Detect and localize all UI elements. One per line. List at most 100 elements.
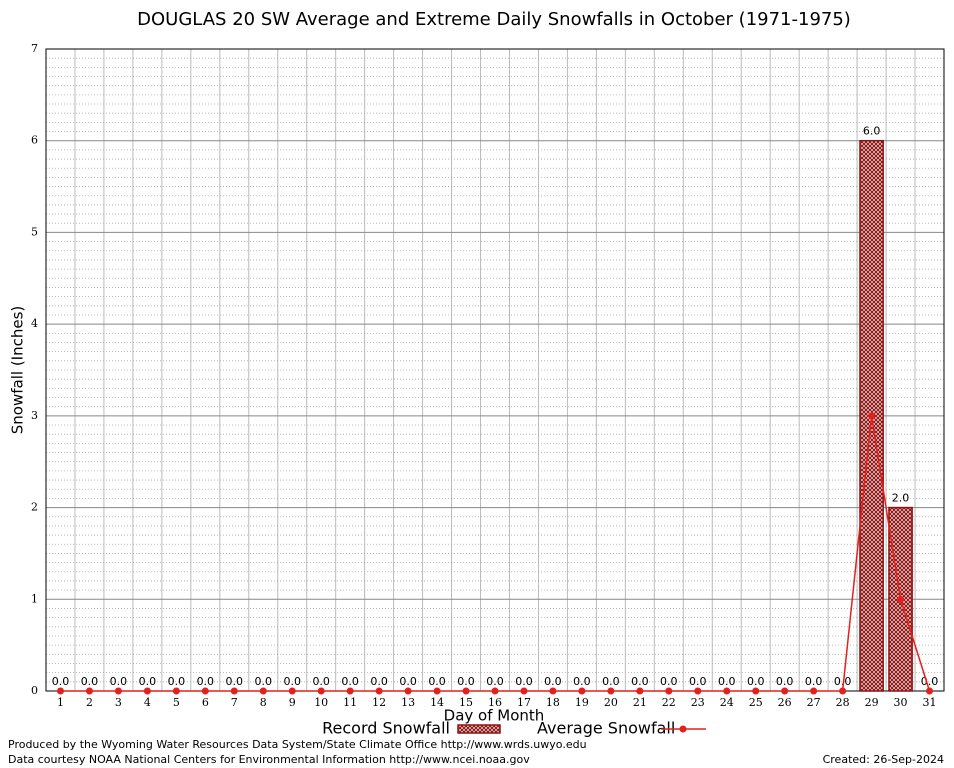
data-label: 0.0	[660, 675, 678, 688]
line-marker	[520, 687, 528, 695]
line-marker	[607, 687, 615, 695]
x-tick-label: 3	[115, 696, 122, 709]
data-label: 0.0	[573, 675, 591, 688]
line-marker	[810, 687, 818, 695]
legend-label: Average Snowfall	[537, 719, 675, 738]
data-label: 0.0	[255, 675, 273, 688]
x-tick-label: 14	[430, 696, 444, 709]
x-tick-label: 2	[86, 696, 93, 709]
line-marker	[114, 687, 122, 695]
y-tick-label: 4	[31, 317, 38, 330]
line-marker	[143, 687, 151, 695]
data-label: 0.0	[834, 675, 852, 688]
y-tick-label: 0	[31, 684, 38, 697]
data-label: 0.0	[81, 675, 99, 688]
data-label: 2.0	[892, 492, 910, 505]
legend-label: Record Snowfall	[322, 719, 450, 738]
created-date: Created: 26-Sep-2024	[823, 753, 944, 766]
data-label: 0.0	[805, 675, 823, 688]
line-marker	[839, 687, 847, 695]
data-label: 0.0	[428, 675, 446, 688]
data-label: 0.0	[457, 675, 475, 688]
data-label: 0.0	[283, 675, 301, 688]
x-tick-label: 5	[173, 696, 180, 709]
data-label: 0.0	[486, 675, 504, 688]
line-marker	[868, 412, 876, 420]
line-marker	[85, 687, 93, 695]
line-marker	[491, 687, 499, 695]
line-marker	[56, 687, 64, 695]
data-label: 0.0	[370, 675, 388, 688]
y-axis-title: Snowfall (Inches)	[9, 306, 27, 434]
data-label: 0.0	[921, 675, 939, 688]
x-tick-label: 8	[260, 696, 267, 709]
data-label: 0.0	[399, 675, 417, 688]
data-label: 0.0	[776, 675, 794, 688]
x-tick-label: 15	[459, 696, 473, 709]
data-label: 0.0	[312, 675, 330, 688]
data-label: 6.0	[863, 125, 881, 138]
x-tick-label: 7	[231, 696, 238, 709]
x-tick-label: 30	[894, 696, 908, 709]
line-marker	[578, 687, 586, 695]
x-tick-label: 16	[488, 696, 502, 709]
credit: Produced by the Wyoming Water Resources …	[8, 738, 587, 751]
y-tick-label: 7	[31, 42, 38, 55]
data-label: 0.0	[718, 675, 736, 688]
data-label: 0.0	[341, 675, 359, 688]
line-marker	[259, 687, 267, 695]
data-label: 0.0	[139, 675, 157, 688]
line-marker	[723, 687, 731, 695]
line-marker	[926, 687, 934, 695]
data-label: 0.0	[110, 675, 128, 688]
line-marker	[752, 687, 760, 695]
x-tick-label: 22	[662, 696, 676, 709]
x-tick-label: 27	[807, 696, 821, 709]
line-marker	[462, 687, 470, 695]
x-tick-label: 29	[865, 696, 879, 709]
legend-swatch	[457, 724, 501, 734]
y-tick-label: 5	[31, 225, 38, 238]
data-label: 0.0	[515, 675, 533, 688]
x-tick-label: 17	[517, 696, 531, 709]
x-tick-label: 13	[401, 696, 415, 709]
y-tick-label: 2	[31, 501, 38, 514]
line-marker	[781, 687, 789, 695]
x-tick-label: 6	[202, 696, 209, 709]
x-tick-label: 4	[144, 696, 151, 709]
x-tick-label: 28	[836, 696, 850, 709]
x-tick-label: 25	[749, 696, 763, 709]
data-label: 0.0	[197, 675, 215, 688]
legend-marker	[679, 725, 687, 733]
line-marker	[346, 687, 354, 695]
y-tick-label: 1	[31, 592, 38, 605]
x-tick-label: 23	[691, 696, 705, 709]
data-label: 0.0	[544, 675, 562, 688]
x-axis-title: Day of Month	[444, 707, 545, 725]
line-marker	[230, 687, 238, 695]
line-marker	[317, 687, 325, 695]
x-tick-label: 24	[720, 696, 734, 709]
x-tick-label: 12	[372, 696, 386, 709]
line-marker	[549, 687, 557, 695]
data-label: 0.0	[602, 675, 620, 688]
data-label: 0.0	[689, 675, 707, 688]
line-marker	[694, 687, 702, 695]
x-tick-label: 18	[546, 696, 560, 709]
x-tick-label: 11	[343, 696, 357, 709]
line-marker	[172, 687, 180, 695]
y-tick-label: 3	[31, 409, 38, 422]
x-tick-label: 21	[633, 696, 647, 709]
chart-title: DOUGLAS 20 SW Average and Extreme Daily …	[137, 9, 851, 30]
line-marker	[375, 687, 383, 695]
line-marker	[404, 687, 412, 695]
line-marker	[201, 687, 209, 695]
line-marker	[433, 687, 441, 695]
data-label: 0.0	[168, 675, 186, 688]
line-marker	[665, 687, 673, 695]
line-marker	[636, 687, 644, 695]
x-tick-label: 26	[778, 696, 792, 709]
line-marker	[288, 687, 296, 695]
